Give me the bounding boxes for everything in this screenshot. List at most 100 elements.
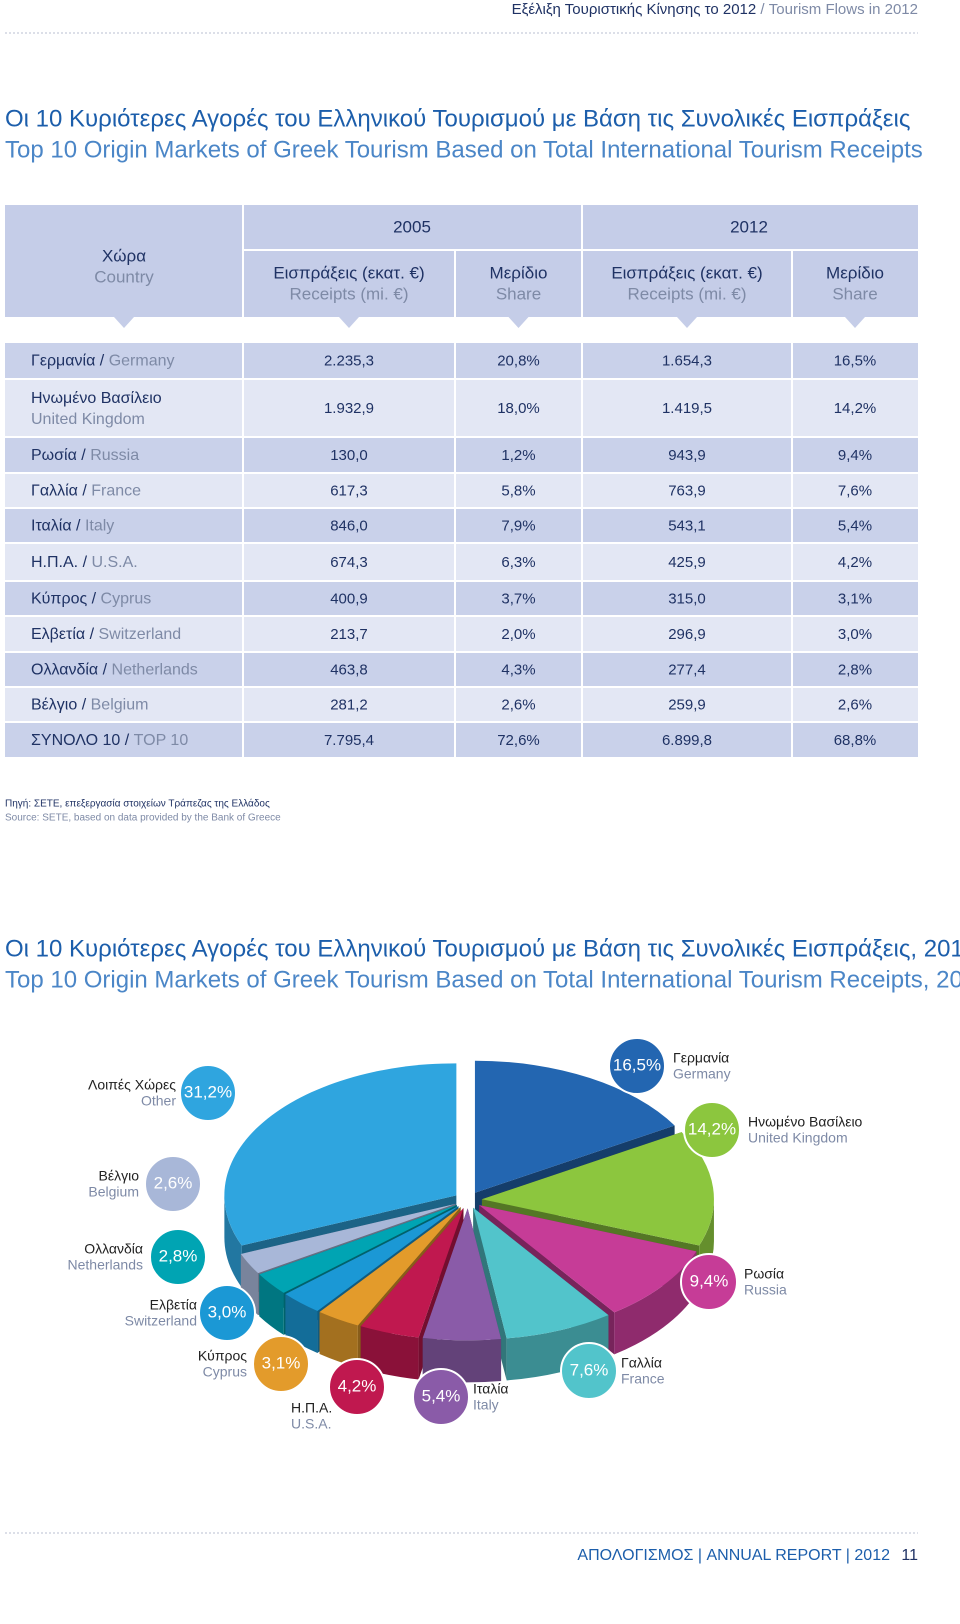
- category-label-en: Germany: [673, 1066, 731, 1082]
- table-cell: 763,9: [668, 482, 706, 499]
- value-label: 2,8%: [159, 1246, 198, 1265]
- pie-slice: [259, 1205, 457, 1293]
- value-label: 3,0%: [208, 1302, 247, 1321]
- table-cell: 425,9: [668, 554, 706, 571]
- country-name-part: /: [82, 697, 87, 714]
- table-cell: 6.899,8: [662, 732, 712, 749]
- table-cell: 7,6%: [838, 482, 872, 499]
- country-name: Κύπρος / Cyprus: [31, 591, 151, 608]
- label-bubble: [252, 1335, 310, 1393]
- table-cell: 2,6%: [501, 696, 535, 713]
- label-bubble: [144, 1155, 202, 1213]
- table-cell: 674,3: [330, 554, 368, 571]
- country-name-part: Cyprus: [101, 591, 152, 608]
- country-name-part: /: [83, 554, 88, 571]
- category-label-en: Italy: [473, 1397, 499, 1413]
- running-header-part: Tourism Flows in 2012: [769, 1, 918, 18]
- category-label-en: France: [621, 1371, 665, 1387]
- table-cell: 20,8%: [497, 352, 540, 369]
- category-label-en: Belgium: [88, 1184, 139, 1200]
- table-cell: 213,7: [330, 626, 368, 643]
- country-name-part: Κύπρος: [31, 591, 87, 608]
- category-label: Λοιπές Χώρες: [88, 1077, 176, 1093]
- header-pointer: [114, 317, 134, 328]
- table-cell: 4,2%: [838, 554, 872, 571]
- country-name-part: Netherlands: [112, 662, 198, 679]
- category-label-en: Other: [141, 1093, 176, 1109]
- table-row-bg: [5, 380, 918, 436]
- table-row-bg: [5, 544, 918, 580]
- label-bubble: [680, 1253, 738, 1311]
- country-name: Η.Π.Α. / U.S.A.: [31, 554, 138, 571]
- table-cell: 315,0: [668, 590, 706, 607]
- country-name-part: France: [91, 483, 141, 500]
- column-header: Εισπράξεις (εκατ. €): [611, 263, 762, 282]
- table-cell: 72,6%: [497, 732, 540, 749]
- country-name-part: /: [90, 626, 95, 643]
- table-cell: 543,1: [668, 517, 706, 534]
- footer-part: ΑΠΟΛΟΓΙΣΜΟΣ: [577, 1547, 693, 1564]
- column-header-en: Share: [496, 284, 541, 303]
- value-label: 9,4%: [690, 1271, 729, 1290]
- table-cell: 6,3%: [501, 554, 535, 571]
- country-name-part: Italy: [85, 518, 114, 535]
- category-label: Ολλανδία: [84, 1241, 143, 1257]
- country-name: ΣΥΝΟΛΟ 10 / TOP 10: [31, 732, 188, 749]
- country-name-part: U.S.A.: [91, 554, 137, 571]
- table-cell: 2.235,3: [324, 352, 374, 369]
- pie-slice: [240, 1203, 456, 1274]
- country-name: Ρωσία / Russia: [31, 447, 139, 464]
- slice-face: [285, 1206, 459, 1337]
- country-name: Γαλλία / France: [31, 483, 141, 500]
- category-label-en: United Kingdom: [748, 1130, 848, 1146]
- header-pointer: [845, 317, 865, 328]
- table-cell: 9,4%: [838, 447, 872, 464]
- value-label: 16,5%: [613, 1055, 661, 1074]
- table-row-bg: [5, 582, 918, 615]
- category-label-en: U.S.A.: [291, 1416, 331, 1432]
- country-name-part: Γαλλία: [31, 483, 78, 500]
- table-cell: 7,9%: [501, 517, 535, 534]
- value-label: 31,2%: [184, 1082, 232, 1101]
- year-header: 2012: [730, 217, 768, 236]
- category-label-en: Switzerland: [125, 1313, 197, 1329]
- country-name-part: Ιταλία: [31, 518, 72, 535]
- column-header: Μερίδιο: [826, 263, 884, 282]
- table-cell: 281,2: [330, 696, 368, 713]
- chart-subtitle: Top 10 Origin Markets of Greek Tourism B…: [5, 966, 960, 993]
- page-number: 11: [901, 1547, 918, 1564]
- country-name-part: Russia: [90, 447, 139, 464]
- table-cell: 18,0%: [497, 400, 540, 417]
- country-name-part: Ελβετία: [31, 626, 85, 643]
- country-name: Ολλανδία / Netherlands: [31, 662, 198, 679]
- value-label: 3,1%: [262, 1353, 301, 1372]
- country-name-part: Ολλανδία: [31, 662, 98, 679]
- table-cell: 1.932,9: [324, 400, 374, 417]
- slice-side: [259, 1274, 284, 1335]
- category-label: Ελβετία: [150, 1297, 197, 1313]
- pie-slice: [224, 1063, 457, 1246]
- country-name: Ελβετία / Switzerland: [31, 626, 181, 643]
- country-name-part: ΣΥΝΟΛΟ 10: [31, 732, 120, 749]
- table-cell: 14,2%: [834, 400, 877, 417]
- country-name-part: /: [82, 483, 87, 500]
- table-row-bg: [5, 343, 918, 378]
- running-header: Εξέλιξη Τουριστικής Κίνησης το 2012 / To…: [512, 1, 918, 18]
- column-header: Μερίδιο: [490, 263, 548, 282]
- value-label: 5,4%: [422, 1386, 461, 1405]
- country-name-part: /: [81, 447, 86, 464]
- slice-side: [614, 1251, 697, 1355]
- country-name-part: /: [100, 353, 105, 370]
- table-row-bg: [5, 688, 918, 721]
- category-label-en: Netherlands: [68, 1257, 144, 1273]
- table-cell: 463,8: [330, 661, 368, 678]
- country-name: Γερμανία / Germany: [31, 353, 174, 370]
- pie-slice: [481, 1132, 714, 1246]
- country-name-part: Γερμανία: [31, 353, 95, 370]
- label-bubble: [149, 1228, 207, 1286]
- table-cell: 68,8%: [834, 732, 877, 749]
- running-header-part: Εξέλιξη Τουριστικής Κίνησης το 2012: [512, 1, 757, 18]
- value-label: 2,6%: [154, 1173, 193, 1192]
- table-row-bg: [5, 509, 918, 542]
- label-bubble: [412, 1368, 470, 1426]
